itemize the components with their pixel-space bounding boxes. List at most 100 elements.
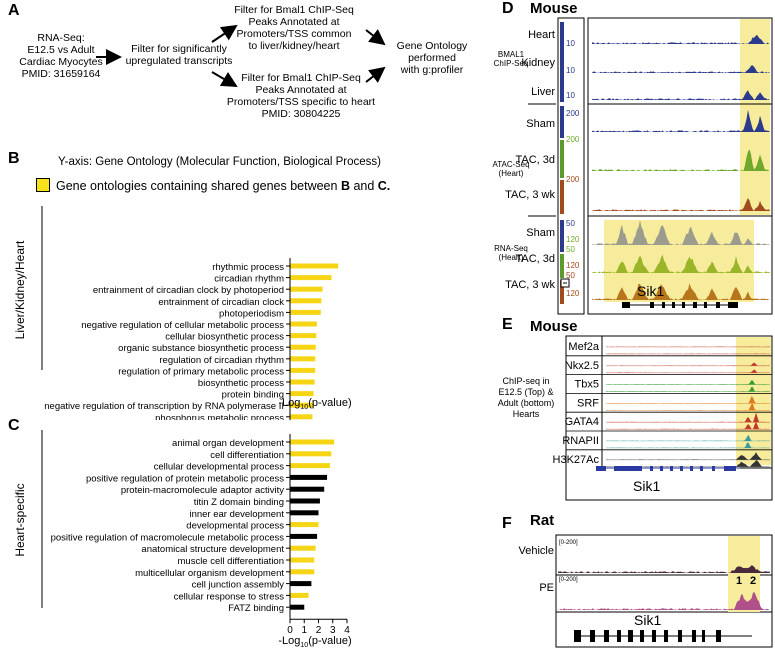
category-label: positive regulation of protein metabolic… <box>86 473 284 484</box>
flow-text: Filter for Bmal1 ChIP-Seq <box>234 4 354 16</box>
bar <box>290 356 316 362</box>
gene-exon-e <box>614 466 642 471</box>
legend-text: Gene ontologies containing shared genes … <box>56 179 341 193</box>
signal-track <box>606 412 770 423</box>
flow-text: RNA-Seq: <box>37 32 85 44</box>
gene-exon-e <box>650 466 653 471</box>
bar <box>290 414 313 420</box>
gene-exon-f <box>617 630 621 642</box>
gene-exon-f <box>604 630 609 642</box>
flow-text: PMID: 30804225 <box>261 108 341 120</box>
group-text: RNA-Seq <box>494 244 528 253</box>
gene-exon-f <box>640 630 644 642</box>
category-label: negative regulation of transcription by … <box>44 401 284 412</box>
flow-text: PMID: 31659164 <box>21 68 101 80</box>
side-label-b: Liver/Kidney/Heart <box>13 240 27 339</box>
signal-track <box>592 220 770 245</box>
track-label: Kidney <box>521 57 555 69</box>
panel-f-species: Rat <box>530 512 555 529</box>
note-line: ChIP-seq in <box>502 376 550 386</box>
scale-label: 200 <box>566 109 580 118</box>
flow-text: E12.5 vs Adult <box>27 44 95 56</box>
gene-exon-f <box>702 630 705 642</box>
gene-exon-e <box>680 466 683 471</box>
category-label: muscle cell differentiation <box>178 556 285 567</box>
track-label-e: SRF <box>577 397 599 409</box>
panel-e-note: ChIP-seq in E12.5 (Top) & Adult (bottom)… <box>490 376 562 420</box>
signal-track <box>592 149 770 171</box>
bar <box>290 321 317 327</box>
signal-track <box>606 396 770 404</box>
gene-exon-f <box>678 630 682 642</box>
chart-b: Liver/Kidney/Heart rhythmic processcirca… <box>13 206 352 420</box>
track-label-e: Mef2a <box>568 341 599 353</box>
flow-box-common-peaks: Filter for Bmal1 ChIP-Seq Peaks Annotate… <box>224 4 364 52</box>
category-label: titin Z domain binding <box>194 497 284 508</box>
x-tick-label: 4 <box>344 625 350 636</box>
gene-label-e: Sik1 <box>633 478 660 494</box>
gene-label-d: Sik1 <box>637 283 664 299</box>
track-label: TAC, 3 wk <box>505 279 555 291</box>
bar <box>290 379 315 385</box>
category-label: cell junction assembly <box>192 580 285 591</box>
bar <box>290 581 312 587</box>
category-label: FATZ binding <box>228 603 284 614</box>
gene-exon-e <box>690 466 693 471</box>
gene-exon-e <box>700 466 703 471</box>
gene-exon <box>662 302 665 308</box>
bar <box>290 463 330 469</box>
x-tick-label: 3 <box>330 625 336 636</box>
track-label: TAC, 3 wk <box>505 189 555 201</box>
gene-exon-e <box>670 466 673 471</box>
group-bmal1: BMAL1 ChIP-Seq <box>476 50 546 68</box>
track-label: Heart <box>528 29 555 41</box>
scale-bar-navy <box>560 220 564 252</box>
flow-text: Cardiac Myocytes <box>19 56 103 68</box>
bar <box>290 545 316 551</box>
legend-and: and <box>349 179 378 193</box>
bar <box>290 286 323 292</box>
category-label: organic substance biosynthetic process <box>118 343 284 354</box>
bar <box>290 367 316 373</box>
group-atac: ATAC-Seq (Heart) <box>476 160 546 178</box>
flow-text: Promoters/TSS specific to heart <box>226 96 376 108</box>
scale-bar-navy <box>560 22 564 102</box>
category-label: cell differentiation <box>210 450 284 461</box>
range-label: [0-200] <box>559 540 578 546</box>
bar <box>290 522 319 528</box>
signal-track <box>606 460 770 467</box>
category-label: positive regulation of macromolecule met… <box>51 532 285 543</box>
track-label-e: H3K27Ac <box>553 454 600 466</box>
category-label: protein-macromolecule adaptor activity <box>121 485 284 496</box>
panel-e-letter: E <box>502 316 513 333</box>
track-label: TAC, 3d <box>515 253 555 265</box>
category-label: cellular developmental process <box>154 462 285 473</box>
flow-text: Peaks Annotated at <box>255 84 347 96</box>
yaxis-note: Y-axis: Gene Ontology (Molecular Functio… <box>58 156 381 168</box>
highlight-region <box>604 220 754 302</box>
legend-swatch <box>36 178 50 192</box>
signal-track <box>558 565 770 573</box>
scale-label: 200 <box>566 175 580 184</box>
signal-track <box>592 90 770 100</box>
scale-label: 50 <box>566 245 575 254</box>
category-label: regulation of primary metabolic process <box>118 366 284 377</box>
bar <box>290 298 322 304</box>
panel-d-letter: D <box>502 0 514 17</box>
bar <box>290 439 335 445</box>
scale-label: 50 <box>566 219 575 228</box>
signal-track <box>606 421 770 430</box>
track-label-e: GATA4 <box>565 416 599 428</box>
category-label: circadian rhythm <box>214 274 284 285</box>
group-text: BMAL1 <box>497 50 525 59</box>
x-tick-label: 0 <box>287 625 293 636</box>
category-label: regulation of circadian rhythm <box>159 355 284 366</box>
category-label: entrainment of circadian clock by photop… <box>93 285 284 296</box>
flow-text: upregulated transcripts <box>125 55 233 67</box>
signal-track <box>592 198 770 211</box>
gene-exon-e <box>660 466 663 471</box>
flow-text: Filter for Bmal1 ChIP-Seq <box>241 72 361 84</box>
scale-label: 120 <box>566 289 580 298</box>
